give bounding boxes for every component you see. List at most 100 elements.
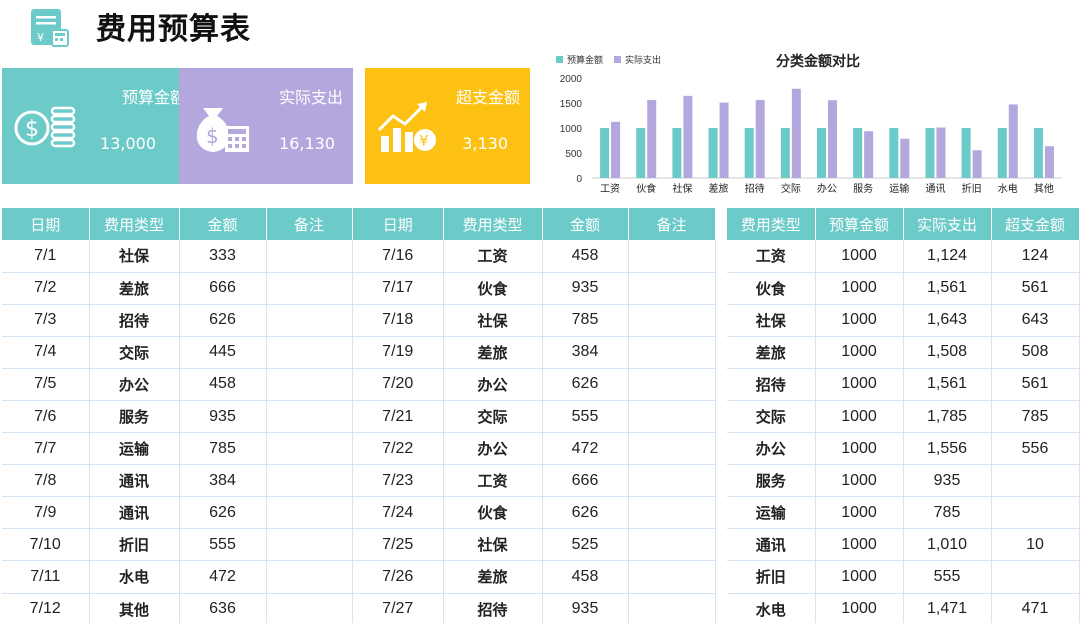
- table-cell[interactable]: 561: [991, 368, 1080, 401]
- table-cell[interactable]: [266, 400, 353, 434]
- column-header[interactable]: 实际支出: [903, 208, 992, 240]
- column-header[interactable]: 备注: [628, 208, 716, 240]
- table-cell[interactable]: 工资: [727, 240, 816, 273]
- table-cell[interactable]: 水电: [727, 593, 816, 623]
- table-cell[interactable]: 7/27: [353, 593, 444, 623]
- table-cell[interactable]: 水电: [89, 560, 180, 594]
- table-cell[interactable]: 通讯: [89, 496, 180, 530]
- table-cell[interactable]: 通讯: [89, 464, 180, 498]
- table-cell[interactable]: [628, 496, 716, 530]
- table-cell[interactable]: 1000: [815, 528, 904, 562]
- table-cell[interactable]: 384: [542, 336, 629, 369]
- table-cell[interactable]: 471: [991, 593, 1080, 623]
- table-cell[interactable]: 935: [542, 272, 629, 305]
- column-header[interactable]: 金额: [542, 208, 629, 240]
- table-cell[interactable]: 7/8: [2, 464, 90, 498]
- table-cell[interactable]: 525: [542, 528, 629, 562]
- table-cell[interactable]: 办公: [443, 368, 543, 401]
- table-cell[interactable]: 招待: [443, 593, 543, 623]
- table-cell[interactable]: 服务: [727, 464, 816, 498]
- table-cell[interactable]: [991, 560, 1080, 594]
- table-cell[interactable]: 556: [991, 432, 1080, 466]
- table-cell[interactable]: [628, 400, 716, 434]
- table-cell[interactable]: 社保: [443, 528, 543, 562]
- table-cell[interactable]: 7/2: [2, 272, 90, 305]
- table-cell[interactable]: 785: [903, 496, 992, 530]
- table-cell[interactable]: 1,471: [903, 593, 992, 623]
- table-cell[interactable]: 458: [542, 240, 629, 273]
- table-cell[interactable]: 1000: [815, 464, 904, 498]
- table-cell[interactable]: 办公: [443, 432, 543, 466]
- column-header[interactable]: 金额: [179, 208, 267, 240]
- table-cell[interactable]: 7/7: [2, 432, 90, 466]
- table-cell[interactable]: 办公: [89, 368, 180, 401]
- table-cell[interactable]: 社保: [727, 304, 816, 337]
- table-cell[interactable]: 472: [179, 560, 267, 594]
- table-cell[interactable]: 472: [542, 432, 629, 466]
- column-header[interactable]: 日期: [353, 208, 444, 240]
- table-cell[interactable]: 交际: [443, 400, 543, 434]
- table-cell[interactable]: 636: [179, 593, 267, 623]
- table-cell[interactable]: [266, 464, 353, 498]
- table-cell[interactable]: 7/20: [353, 368, 444, 401]
- table-cell[interactable]: 1,010: [903, 528, 992, 562]
- table-cell[interactable]: 其他: [89, 593, 180, 623]
- table-cell[interactable]: 伙食: [443, 272, 543, 305]
- table-cell[interactable]: 1000: [815, 560, 904, 594]
- table-cell[interactable]: 555: [542, 400, 629, 434]
- table-cell[interactable]: [628, 593, 716, 623]
- table-cell[interactable]: 666: [179, 272, 267, 305]
- table-cell[interactable]: 1,785: [903, 400, 992, 434]
- table-cell[interactable]: 1000: [815, 368, 904, 401]
- table-cell[interactable]: 1,508: [903, 336, 992, 369]
- table-cell[interactable]: 7/26: [353, 560, 444, 594]
- table-cell[interactable]: 7/6: [2, 400, 90, 434]
- table-cell[interactable]: [266, 496, 353, 530]
- table-cell[interactable]: 运输: [89, 432, 180, 466]
- table-cell[interactable]: 10: [991, 528, 1080, 562]
- table-cell[interactable]: [266, 528, 353, 562]
- table-cell[interactable]: 935: [542, 593, 629, 623]
- table-cell[interactable]: 1,561: [903, 368, 992, 401]
- table-cell[interactable]: [266, 240, 353, 273]
- table-cell[interactable]: 7/19: [353, 336, 444, 369]
- table-cell[interactable]: 办公: [727, 432, 816, 466]
- table-cell[interactable]: [628, 432, 716, 466]
- table-cell[interactable]: 555: [903, 560, 992, 594]
- table-cell[interactable]: 工资: [443, 464, 543, 498]
- table-cell[interactable]: 1,556: [903, 432, 992, 466]
- table-cell[interactable]: 服务: [89, 400, 180, 434]
- table-cell[interactable]: 招待: [89, 304, 180, 337]
- table-cell[interactable]: 1000: [815, 400, 904, 434]
- table-cell[interactable]: [628, 528, 716, 562]
- table-cell[interactable]: [266, 336, 353, 369]
- table-cell[interactable]: [628, 368, 716, 401]
- table-cell[interactable]: [266, 432, 353, 466]
- column-header[interactable]: 费用类型: [443, 208, 543, 240]
- column-header[interactable]: 费用类型: [727, 208, 816, 240]
- table-cell[interactable]: 1000: [815, 240, 904, 273]
- table-cell[interactable]: [628, 560, 716, 594]
- table-cell[interactable]: 1000: [815, 304, 904, 337]
- table-cell[interactable]: 1000: [815, 336, 904, 369]
- table-cell[interactable]: 交际: [727, 400, 816, 434]
- table-cell[interactable]: 333: [179, 240, 267, 273]
- table-cell[interactable]: 差旅: [443, 560, 543, 594]
- table-cell[interactable]: [628, 240, 716, 273]
- table-cell[interactable]: 7/3: [2, 304, 90, 337]
- column-header[interactable]: 备注: [266, 208, 353, 240]
- table-cell[interactable]: [266, 593, 353, 623]
- table-cell[interactable]: 643: [991, 304, 1080, 337]
- table-cell[interactable]: 7/17: [353, 272, 444, 305]
- table-cell[interactable]: 7/24: [353, 496, 444, 530]
- table-cell[interactable]: 折旧: [727, 560, 816, 594]
- table-cell[interactable]: 508: [991, 336, 1080, 369]
- table-cell[interactable]: [266, 560, 353, 594]
- table-cell[interactable]: 7/5: [2, 368, 90, 401]
- table-cell[interactable]: 伙食: [443, 496, 543, 530]
- table-cell[interactable]: 458: [179, 368, 267, 401]
- table-cell[interactable]: [266, 368, 353, 401]
- table-cell[interactable]: 935: [179, 400, 267, 434]
- table-cell[interactable]: 社保: [89, 240, 180, 273]
- table-cell[interactable]: 1000: [815, 272, 904, 305]
